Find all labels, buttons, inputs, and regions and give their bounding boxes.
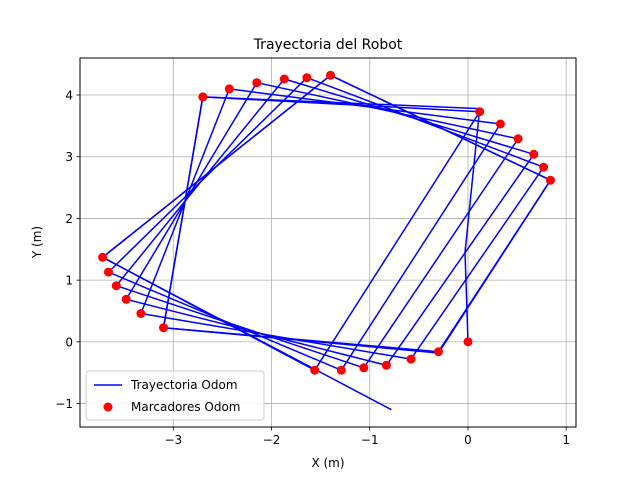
odom-marker-point <box>359 363 369 373</box>
odom-marker-point <box>475 107 485 117</box>
ticks: −3 −2 −1 0 1 −1 0 1 2 3 4 <box>55 89 570 447</box>
odom-marker-point <box>326 70 335 80</box>
odom-marker-point <box>546 175 555 185</box>
odom-marker-point <box>104 267 113 277</box>
x-tick-label: −2 <box>263 433 281 447</box>
odom-marker-point <box>310 365 320 375</box>
odom-marker-point <box>336 365 346 375</box>
legend-marker-swatch <box>103 402 113 412</box>
y-axis-label: Y (m) <box>30 226 44 259</box>
y-tick-label: −1 <box>55 397 73 411</box>
odom-marker-point <box>121 294 131 304</box>
odom-marker-point <box>279 74 289 84</box>
odom-marker-point <box>434 347 443 357</box>
odom-marker-point <box>539 162 549 172</box>
x-tick-label: 0 <box>464 433 472 447</box>
odom-marker-point <box>529 149 539 159</box>
odom-marker-point <box>463 337 473 347</box>
odom-marker-point <box>513 134 523 144</box>
x-tick-label: −3 <box>164 433 182 447</box>
odom-marker-point <box>136 309 146 318</box>
y-tick-label: 4 <box>65 89 73 103</box>
odom-marker-point <box>302 73 312 83</box>
odom-marker-point <box>198 92 208 102</box>
odom-marker-point <box>224 84 234 94</box>
legend-label-marcadores: Marcadores Odom <box>131 400 241 414</box>
chart-title: Trayectoria del Robot <box>253 37 403 53</box>
odom-marker-point <box>111 281 121 291</box>
odom-marker-point <box>406 354 416 364</box>
plot-frame <box>79 57 577 428</box>
odom-marker-point <box>381 360 391 370</box>
x-tick-label: −1 <box>361 433 379 447</box>
y-tick-label: 0 <box>65 335 73 349</box>
x-axis-label: X (m) <box>311 456 344 470</box>
y-tick-label: 3 <box>65 150 73 164</box>
plot-data <box>98 70 555 411</box>
odom-marker-point <box>252 78 262 88</box>
odom-marker-point <box>159 323 168 333</box>
odom-marker-point <box>98 252 108 262</box>
odom-marker-point <box>495 119 505 129</box>
x-tick-label: 1 <box>562 433 570 447</box>
legend: Trayectoria Odom Marcadores Odom <box>85 370 265 421</box>
legend-box <box>85 370 265 421</box>
y-tick-label: 2 <box>65 212 73 226</box>
legend-label-trayectoria: Trayectoria Odom <box>130 378 238 392</box>
y-tick-label: 1 <box>65 274 73 288</box>
